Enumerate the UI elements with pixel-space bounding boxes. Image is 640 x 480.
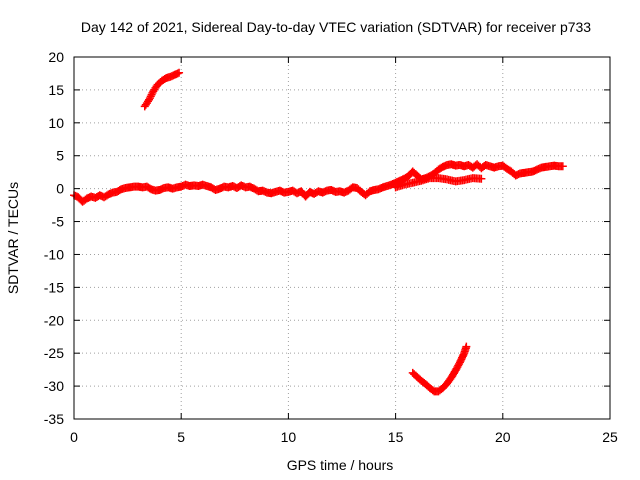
tick-labels: 0 5 10 15 20 25 -35 -30 -25 -20 -15 -10 -5 0 5 10 15 20: [44, 49, 618, 445]
x-axis-title: GPS time / hours: [287, 457, 394, 473]
y-tick-label: -25: [44, 345, 64, 361]
data-point: [146, 92, 155, 101]
y-tick-label: -20: [44, 312, 64, 328]
x-tick-label: 0: [70, 429, 78, 445]
y-tick-label: -35: [44, 411, 64, 427]
grid: [74, 57, 610, 419]
ticks: [73, 56, 611, 420]
data-point: [462, 342, 471, 351]
chart-title: Day 142 of 2021, Sidereal Day-to-day VTE…: [81, 19, 591, 35]
y-tick-label: 5: [56, 148, 64, 164]
y-tick-label: 20: [48, 49, 64, 65]
y-axis-title: SDTVAR / TECUs: [5, 182, 21, 294]
data-point: [147, 90, 156, 99]
y-tick-label: 15: [48, 82, 64, 98]
series-lower-branch: [391, 174, 486, 192]
series-main-trace: [70, 160, 567, 206]
y-tick-label: 0: [56, 181, 64, 197]
data-layer: [70, 68, 567, 396]
series-lower-arc: [408, 342, 471, 396]
y-tick-label: -15: [44, 279, 64, 295]
y-tick-label: 10: [48, 115, 64, 131]
x-tick-label: 15: [388, 429, 404, 445]
series-upper-arc: [140, 68, 184, 111]
data-point: [145, 94, 154, 103]
y-tick-label: -5: [52, 214, 65, 230]
data-point: [145, 95, 154, 104]
x-tick-label: 25: [602, 429, 618, 445]
x-tick-label: 10: [281, 429, 297, 445]
y-tick-label: -30: [44, 378, 64, 394]
plot-frame: [73, 56, 611, 420]
data-point: [175, 68, 184, 77]
y-tick-label: -10: [44, 246, 64, 262]
data-point: [477, 174, 486, 183]
data-point: [558, 162, 567, 171]
x-tick-label: 5: [177, 429, 185, 445]
x-tick-label: 20: [495, 429, 511, 445]
